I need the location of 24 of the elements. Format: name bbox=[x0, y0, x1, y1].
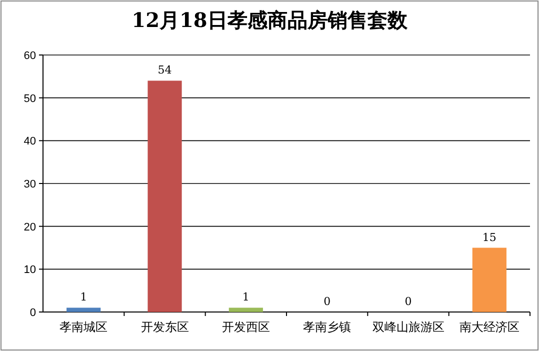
data-label: 15 bbox=[482, 230, 496, 244]
data-label: 0 bbox=[324, 295, 331, 308]
x-tick-label: 开发西区 bbox=[222, 320, 270, 334]
x-tick-label: 双峰山旅游区 bbox=[372, 320, 444, 334]
y-tick-label: 30 bbox=[24, 178, 36, 190]
bar bbox=[148, 80, 182, 312]
y-tick-label: 0 bbox=[30, 307, 36, 319]
x-tick-label: 开发东区 bbox=[140, 320, 189, 334]
x-tick-label: 南大经济区 bbox=[459, 320, 520, 334]
bar bbox=[472, 248, 506, 312]
y-tick-label: 50 bbox=[24, 92, 36, 105]
data-label: 1 bbox=[80, 290, 88, 304]
y-tick-label: 20 bbox=[24, 221, 36, 234]
x-tick-label: 孝南乡镇 bbox=[303, 320, 352, 334]
data-label: 0 bbox=[404, 295, 412, 308]
y-tick-label: 60 bbox=[24, 50, 36, 62]
bar bbox=[228, 308, 263, 312]
y-tick-label: 40 bbox=[24, 136, 36, 148]
data-label: 1 bbox=[242, 290, 250, 304]
bar bbox=[66, 308, 101, 312]
data-label: 54 bbox=[158, 64, 172, 77]
y-tick-label: 10 bbox=[24, 264, 36, 276]
x-tick-label: 孝南城区 bbox=[60, 320, 108, 334]
chart-title: 12月18日孝感商品房销售套数 bbox=[132, 8, 408, 32]
